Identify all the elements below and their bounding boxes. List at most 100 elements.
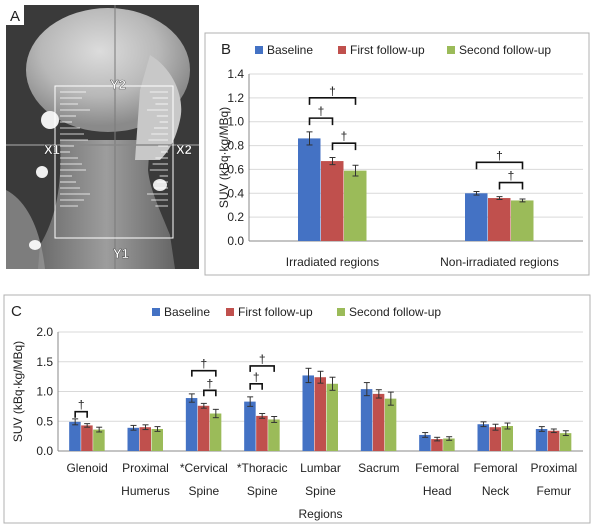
bar-first-follow-up bbox=[321, 161, 344, 241]
bar-second-follow-up bbox=[501, 426, 513, 451]
category-label: Lumbar bbox=[300, 461, 341, 475]
significance-bracket bbox=[331, 142, 357, 151]
legend-label: First follow-up bbox=[350, 43, 425, 57]
legend-swatch bbox=[447, 46, 455, 54]
bar-first-follow-up bbox=[314, 377, 326, 451]
face-silhouette bbox=[135, 55, 182, 160]
significance-bracket bbox=[498, 181, 524, 190]
bar-baseline bbox=[185, 398, 198, 451]
bar-baseline bbox=[477, 424, 489, 451]
significance-mark: † bbox=[206, 376, 213, 390]
bar-first-follow-up bbox=[139, 427, 151, 451]
category-label: Spine bbox=[305, 484, 336, 498]
y-tick-label: 0.6 bbox=[227, 162, 244, 176]
roi-frame bbox=[54, 85, 174, 239]
bright-spot-1 bbox=[41, 111, 59, 129]
category-label: Spine bbox=[188, 484, 219, 498]
y-tick-label: 1.2 bbox=[227, 91, 244, 105]
significance-mark: † bbox=[200, 357, 207, 371]
bar-second-follow-up bbox=[559, 433, 572, 451]
bar-second-follow-up bbox=[511, 200, 534, 241]
xray-label-y1: Y1 bbox=[113, 246, 129, 261]
y-tick-label: 1.0 bbox=[36, 385, 53, 399]
bar-baseline bbox=[298, 138, 321, 241]
category-label: Proximal bbox=[122, 461, 169, 475]
significance-mark: † bbox=[318, 104, 325, 118]
category-label: *Thoracic bbox=[237, 461, 288, 475]
bar-first-follow-up bbox=[256, 415, 268, 451]
category-label: Proximal bbox=[530, 461, 577, 475]
chart-b: 0.0 0.2 0.4 0.6 0.8 1.0 1.2 1.4 SUV (kBq·kg/MBq)… bbox=[217, 43, 583, 269]
significance-bracket bbox=[308, 117, 334, 126]
significance-bracket bbox=[249, 382, 263, 390]
bar-baseline bbox=[535, 428, 548, 451]
bar-second-follow-up bbox=[384, 398, 397, 451]
significance-mark: † bbox=[259, 352, 266, 366]
category-label: Spine bbox=[247, 484, 278, 498]
bar-first-follow-up bbox=[197, 405, 210, 451]
significance-bracket bbox=[249, 365, 275, 372]
category-label: Femoral bbox=[473, 461, 517, 475]
bar-baseline bbox=[465, 193, 488, 241]
bar-second-follow-up bbox=[209, 413, 222, 451]
x-axis-label: Regions bbox=[298, 507, 342, 521]
panel-label-b: B bbox=[221, 41, 231, 58]
legend-swatch bbox=[226, 308, 234, 316]
bar-first-follow-up bbox=[489, 427, 501, 451]
bar-baseline bbox=[302, 375, 314, 451]
y-axis-label: SUV (kBq·kg/MBq) bbox=[11, 341, 25, 442]
y-tick-label: 1.0 bbox=[227, 115, 244, 129]
y-tick-label: 0.0 bbox=[36, 444, 53, 458]
panel-c-border bbox=[3, 294, 591, 524]
legend-label: Baseline bbox=[267, 43, 313, 57]
significance-bracket bbox=[308, 97, 357, 105]
legend-label: Baseline bbox=[164, 305, 210, 319]
y-tick-label: 0.2 bbox=[227, 210, 244, 224]
legend-swatch bbox=[338, 46, 346, 54]
bar-second-follow-up bbox=[443, 438, 455, 451]
category-label: Head bbox=[423, 484, 452, 498]
category-label: Glenoid bbox=[66, 461, 107, 475]
y-tick-label: 0.4 bbox=[227, 186, 244, 200]
y-axis-label: SUV (kBq·kg/MBq) bbox=[217, 107, 231, 208]
bar-first-follow-up bbox=[81, 425, 93, 451]
panel-label-c: C bbox=[11, 303, 22, 320]
bright-spot-3 bbox=[29, 240, 41, 250]
bar-baseline bbox=[69, 421, 81, 451]
legend-label: Second follow-up bbox=[459, 43, 551, 57]
panel-b-border bbox=[204, 32, 590, 276]
y-tick-label: 1.5 bbox=[36, 355, 53, 369]
category-label: Sacrum bbox=[358, 461, 399, 475]
xray-label-x2: X2 bbox=[176, 142, 192, 157]
significance-mark: † bbox=[253, 370, 260, 384]
chart-c: 0.0 0.5 1.0 1.5 2.0 SUV (kBq·kg/MBq) Glenoid Pr… bbox=[11, 305, 583, 521]
bar-second-follow-up bbox=[93, 429, 105, 451]
y-tick-label: 2.0 bbox=[36, 325, 53, 339]
bar-baseline bbox=[360, 389, 373, 451]
bar-second-follow-up bbox=[151, 428, 163, 451]
category-label: Humerus bbox=[121, 484, 170, 498]
xray-panel: A Y2 Y1 X1 X2 bbox=[6, 5, 199, 269]
legend-label: Second follow-up bbox=[349, 305, 441, 319]
y-tick-label: 0.8 bbox=[227, 139, 244, 153]
bar-second-follow-up bbox=[326, 383, 338, 451]
significance-bracket bbox=[475, 161, 524, 170]
xray-label-y2: Y2 bbox=[110, 77, 126, 92]
panel-label-a: A bbox=[10, 8, 20, 25]
significance-mark: † bbox=[496, 148, 503, 162]
legend-swatch bbox=[255, 46, 263, 54]
legend-swatch bbox=[337, 308, 345, 316]
significance-mark: † bbox=[329, 84, 336, 98]
panel-label-box-a bbox=[6, 5, 24, 25]
bright-spot-4 bbox=[153, 179, 167, 191]
bar-second-follow-up bbox=[268, 419, 280, 451]
legend-swatch bbox=[152, 308, 160, 316]
significance-bracket bbox=[191, 369, 217, 377]
y-tick-label: 1.4 bbox=[227, 67, 244, 81]
category-label: Femur bbox=[536, 484, 571, 498]
bar-first-follow-up bbox=[431, 439, 443, 451]
significance-mark: † bbox=[341, 129, 348, 143]
bar-baseline bbox=[244, 401, 256, 451]
xray-label-x1: X1 bbox=[44, 142, 60, 157]
